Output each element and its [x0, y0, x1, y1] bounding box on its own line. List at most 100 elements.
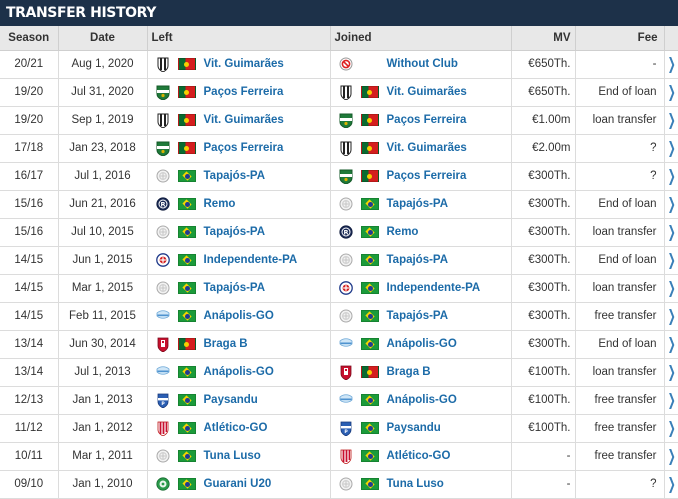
- chevron-right-icon[interactable]: ❯: [667, 252, 676, 269]
- chevron-right-icon[interactable]: ❯: [667, 84, 676, 101]
- tapajos-crest-icon[interactable]: [339, 252, 353, 268]
- vitoria-guimaraes-crest-icon[interactable]: [339, 140, 353, 156]
- tapajos-crest-icon[interactable]: [156, 168, 170, 184]
- left-club-name-link[interactable]: Tapajós-PA: [203, 170, 266, 182]
- left-club-name-link[interactable]: Tuna Luso: [203, 450, 261, 462]
- tapajos-crest-icon[interactable]: [339, 196, 353, 212]
- independente-crest-icon[interactable]: [338, 280, 353, 296]
- left-club-name-link[interactable]: Guarani U20: [203, 478, 272, 490]
- left-club-name-link[interactable]: Atlético-GO: [203, 422, 268, 434]
- season-cell: 11/12: [0, 414, 59, 443]
- chevron-right-icon[interactable]: ❯: [667, 280, 676, 297]
- joined-club-name-link[interactable]: Vit. Guimarães: [386, 86, 467, 98]
- tapajos-crest-icon[interactable]: [156, 280, 170, 296]
- paysandu-crest-icon[interactable]: P: [156, 392, 170, 408]
- left-club: R Remo: [152, 191, 326, 218]
- joined-club-name-link[interactable]: Without Club: [386, 58, 458, 70]
- chevron-right-icon[interactable]: ❯: [667, 336, 676, 353]
- joined-club-name-link[interactable]: Tuna Luso: [386, 478, 444, 490]
- anapolis-crest-icon[interactable]: [339, 336, 353, 352]
- left-club-name-link[interactable]: Independente-PA: [203, 254, 298, 266]
- column-header-fee: Fee: [575, 26, 665, 51]
- vitoria-guimaraes-crest-icon[interactable]: [156, 56, 170, 72]
- left-club-name-link[interactable]: Vit. Guimarães: [203, 114, 284, 126]
- joined-club-name-link[interactable]: Anápolis-GO: [386, 338, 457, 350]
- left-club-name-link[interactable]: Tapajós-PA: [203, 226, 266, 238]
- joined-club-cell: Without Club: [330, 50, 512, 79]
- joined-club-name-link[interactable]: Anápolis-GO: [386, 394, 457, 406]
- tuna-luso-crest-icon[interactable]: [339, 476, 353, 492]
- tuna-luso-crest-icon[interactable]: [156, 448, 170, 464]
- chevron-right-icon[interactable]: ❯: [667, 168, 676, 185]
- pacos-ferreira-crest-icon[interactable]: [156, 140, 170, 156]
- chevron-right-icon[interactable]: ❯: [667, 476, 676, 493]
- atletico-go-crest-icon[interactable]: [339, 448, 353, 464]
- fee-cell: End of loan: [575, 190, 665, 219]
- joined-club-cell: P Paysandu: [330, 414, 512, 443]
- pacos-ferreira-crest-icon[interactable]: [339, 112, 353, 128]
- chevron-right-icon[interactable]: ❯: [667, 392, 676, 409]
- chevron-right-icon[interactable]: ❯: [667, 224, 676, 241]
- vitoria-guimaraes-crest-icon[interactable]: [156, 112, 170, 128]
- left-club: Vit. Guimarães: [152, 107, 326, 134]
- joined-club-name-link[interactable]: Tapajós-PA: [386, 310, 449, 322]
- joined-club: Paços Ferreira: [335, 107, 507, 134]
- svg-text:R: R: [343, 229, 348, 237]
- paysandu-crest-icon[interactable]: P: [339, 420, 353, 436]
- season-cell: 19/20: [0, 78, 59, 107]
- left-club-cell: Tuna Luso: [147, 442, 331, 471]
- braga-crest-icon[interactable]: [156, 336, 170, 352]
- tapajos-crest-icon[interactable]: [339, 308, 353, 324]
- independente-crest-icon[interactable]: [155, 252, 170, 268]
- left-club-name-link[interactable]: Paysandu: [203, 394, 258, 406]
- market-value-cell: €650Th.: [511, 50, 576, 79]
- chevron-right-icon[interactable]: ❯: [667, 448, 676, 465]
- chevron-right-icon[interactable]: ❯: [667, 56, 676, 73]
- braga-crest-icon[interactable]: [339, 364, 353, 380]
- joined-club-name-link[interactable]: Independente-PA: [386, 282, 481, 294]
- joined-club-name-link[interactable]: Atlético-GO: [386, 450, 451, 462]
- chevron-right-icon[interactable]: ❯: [667, 364, 676, 381]
- anapolis-crest-icon[interactable]: [156, 364, 170, 380]
- chevron-right-icon[interactable]: ❯: [667, 196, 676, 213]
- joined-club-name-link[interactable]: Paços Ferreira: [386, 170, 467, 182]
- left-club-cell: Paços Ferreira: [147, 134, 331, 163]
- tapajos-crest-icon[interactable]: [156, 224, 170, 240]
- column-header-left: Left: [147, 26, 331, 51]
- chevron-right-icon[interactable]: ❯: [667, 140, 676, 157]
- anapolis-crest-icon[interactable]: [339, 392, 353, 408]
- left-club-cell: Tapajós-PA: [147, 162, 331, 191]
- svg-text:P: P: [161, 401, 165, 407]
- left-club-name-link[interactable]: Braga B: [203, 338, 248, 350]
- left-club-name-link[interactable]: Paços Ferreira: [203, 142, 284, 154]
- left-club-name-link[interactable]: Tapajós-PA: [203, 282, 266, 294]
- vitoria-guimaraes-crest-icon[interactable]: [339, 84, 353, 100]
- joined-club-name-link[interactable]: Paysandu: [386, 422, 441, 434]
- joined-club-cell: Tapajós-PA: [330, 190, 512, 219]
- remo-crest-icon[interactable]: R: [338, 224, 353, 240]
- joined-club-name-link[interactable]: Vit. Guimarães: [386, 142, 467, 154]
- left-club-name-link[interactable]: Remo: [203, 198, 236, 210]
- anapolis-crest-icon[interactable]: [156, 308, 170, 324]
- chevron-right-icon[interactable]: ❯: [667, 308, 676, 325]
- joined-club-name-link[interactable]: Braga B: [386, 366, 431, 378]
- chevron-right-icon[interactable]: ❯: [667, 420, 676, 437]
- remo-crest-icon[interactable]: R: [155, 196, 170, 212]
- without-club-icon[interactable]: [339, 56, 353, 72]
- pacos-ferreira-crest-icon[interactable]: [156, 84, 170, 100]
- joined-club-name-link[interactable]: Tapajós-PA: [386, 198, 449, 210]
- atletico-go-crest-icon[interactable]: [156, 420, 170, 436]
- joined-club: Tuna Luso: [335, 471, 507, 498]
- pacos-ferreira-crest-icon[interactable]: [339, 168, 353, 184]
- brazil-flag-icon: [360, 310, 379, 322]
- guarani-crest-icon[interactable]: [155, 476, 170, 492]
- joined-club-name-link[interactable]: Tapajós-PA: [386, 254, 449, 266]
- left-club-name-link[interactable]: Anápolis-GO: [203, 366, 274, 378]
- fee-cell: free transfer: [575, 442, 665, 471]
- chevron-right-icon[interactable]: ❯: [667, 112, 676, 129]
- left-club-name-link[interactable]: Paços Ferreira: [203, 86, 284, 98]
- joined-club-name-link[interactable]: Remo: [386, 226, 419, 238]
- joined-club-name-link[interactable]: Paços Ferreira: [386, 114, 467, 126]
- left-club-name-link[interactable]: Vit. Guimarães: [203, 58, 284, 70]
- left-club-name-link[interactable]: Anápolis-GO: [203, 310, 274, 322]
